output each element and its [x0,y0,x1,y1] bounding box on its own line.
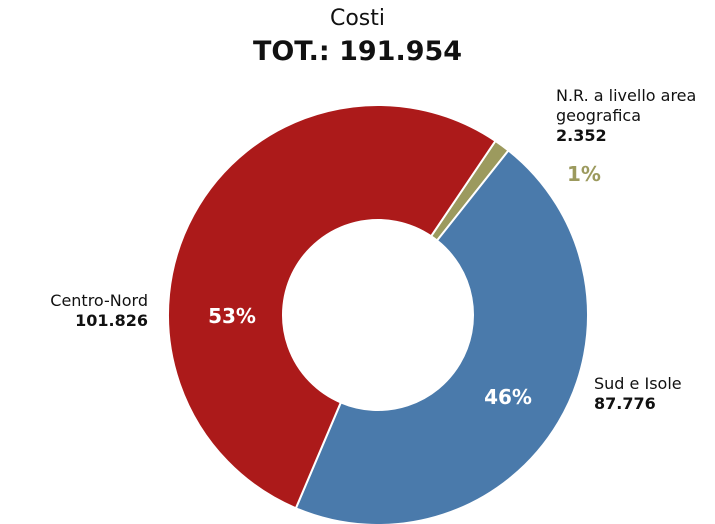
chart-subtitle: TOT.: 191.954 [252,36,463,67]
slice-label: Sud e Isole 87.776 [594,374,682,414]
chart-title: Costi [329,6,386,31]
value-label: 87.776 [594,394,656,413]
category-label: N.R. a livello area geografica [556,86,697,125]
slice-label: N.R. a livello area geografica 2.352 [556,86,706,146]
percent-label: 53% [208,304,256,328]
category-label: Sud e Isole [594,374,682,393]
category-label: Centro-Nord [50,291,148,310]
value-label: 101.826 [75,311,148,330]
slice-label: Centro-Nord 101.826 [0,291,148,331]
percent-label: 46% [484,385,532,409]
donut-slice [167,104,497,510]
value-label: 2.352 [556,126,607,145]
donut-slice [294,149,589,524]
percent-label: 1% [567,162,601,186]
